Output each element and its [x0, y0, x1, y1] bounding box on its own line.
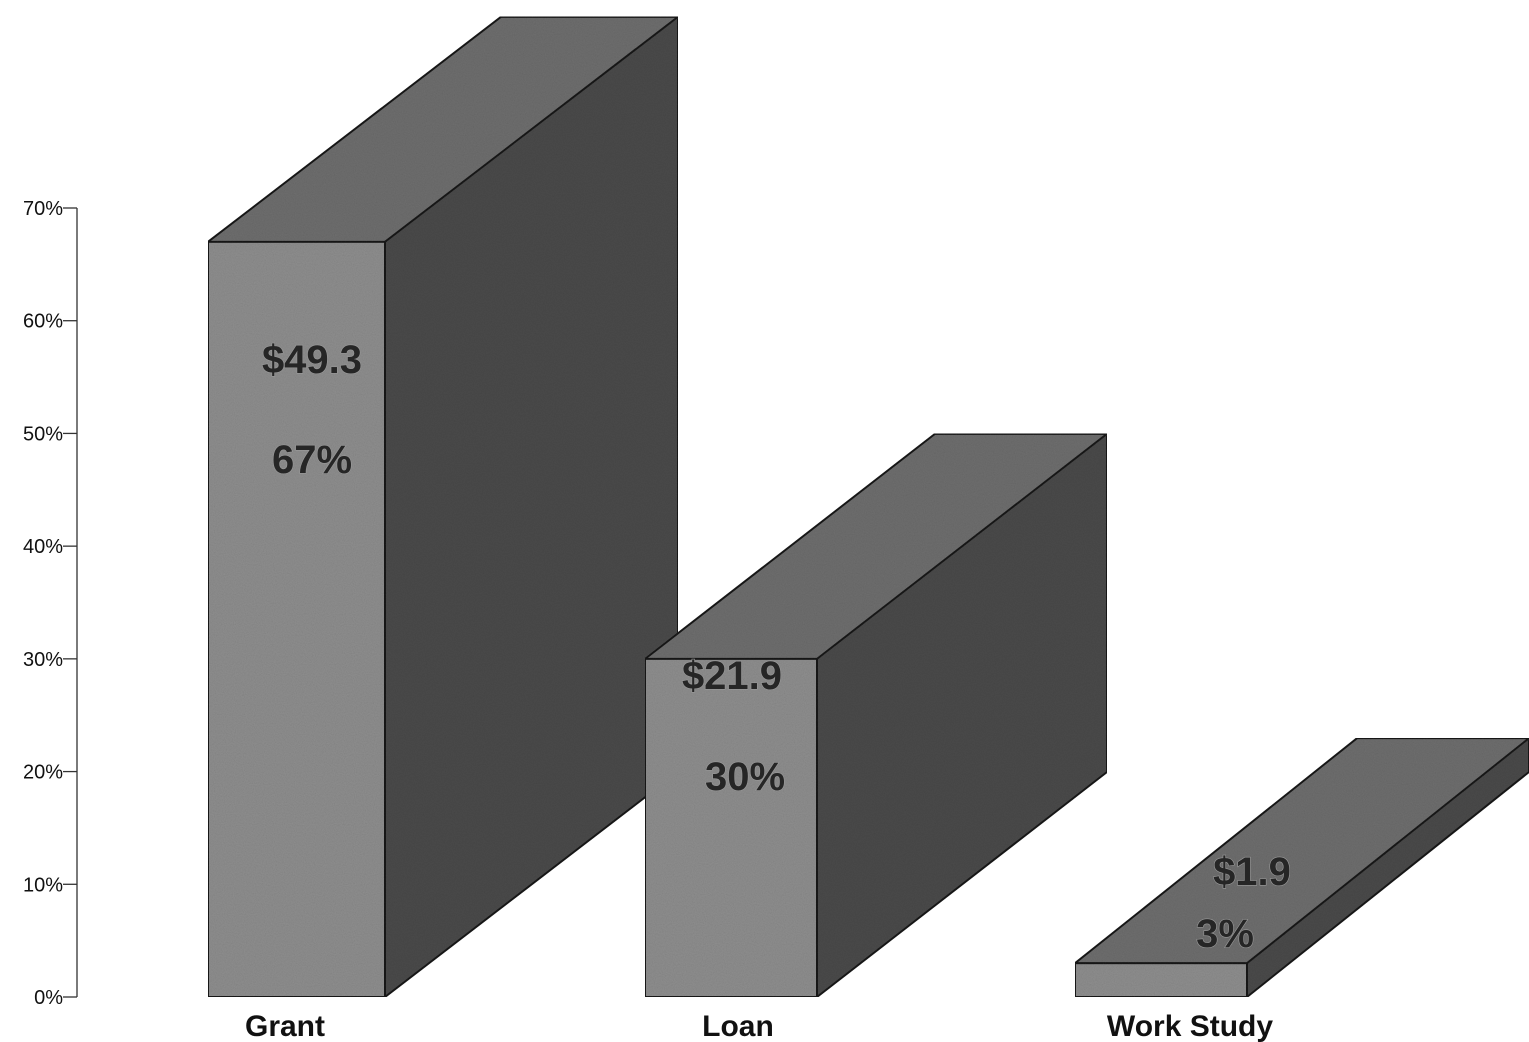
y-axis: 0% 10% 20% 30% 40% 50% 60% 70%: [23, 198, 78, 1009]
y-tick-label: 10%: [23, 874, 63, 896]
bar-work-study: [1072, 736, 1529, 1000]
percent-label: 67%: [272, 438, 352, 482]
y-tick-label: 50%: [23, 423, 63, 445]
category-label: Work Study: [1107, 1010, 1273, 1042]
y-tick-label: 20%: [23, 762, 63, 784]
bar-grant: [205, 14, 681, 1000]
bar-loan: [642, 431, 1110, 1000]
y-tick-label: 60%: [23, 311, 63, 333]
amount-label: $21.9: [682, 654, 782, 698]
amount-label: $1.9: [1213, 850, 1291, 894]
y-tick-label: 70%: [23, 198, 63, 220]
y-tick-label: 30%: [23, 649, 63, 671]
bar-front-face: [207, 240, 386, 999]
percent-label: 3%: [1196, 912, 1254, 956]
category-label: Loan: [702, 1010, 774, 1042]
percent-label: 30%: [705, 755, 785, 799]
y-tick-label: 0%: [34, 987, 63, 1009]
bar-front-face: [1074, 962, 1248, 999]
bar-front-face: [644, 657, 818, 998]
bars: [205, 14, 1529, 1000]
y-tick-label: 40%: [23, 536, 63, 558]
amount-label: $49.3: [262, 338, 362, 382]
labels: Grant $49.3 67% Loan $21.9 30% Work Study $1.9 3…: [245, 337, 1292, 1042]
category-label: Grant: [245, 1010, 325, 1042]
